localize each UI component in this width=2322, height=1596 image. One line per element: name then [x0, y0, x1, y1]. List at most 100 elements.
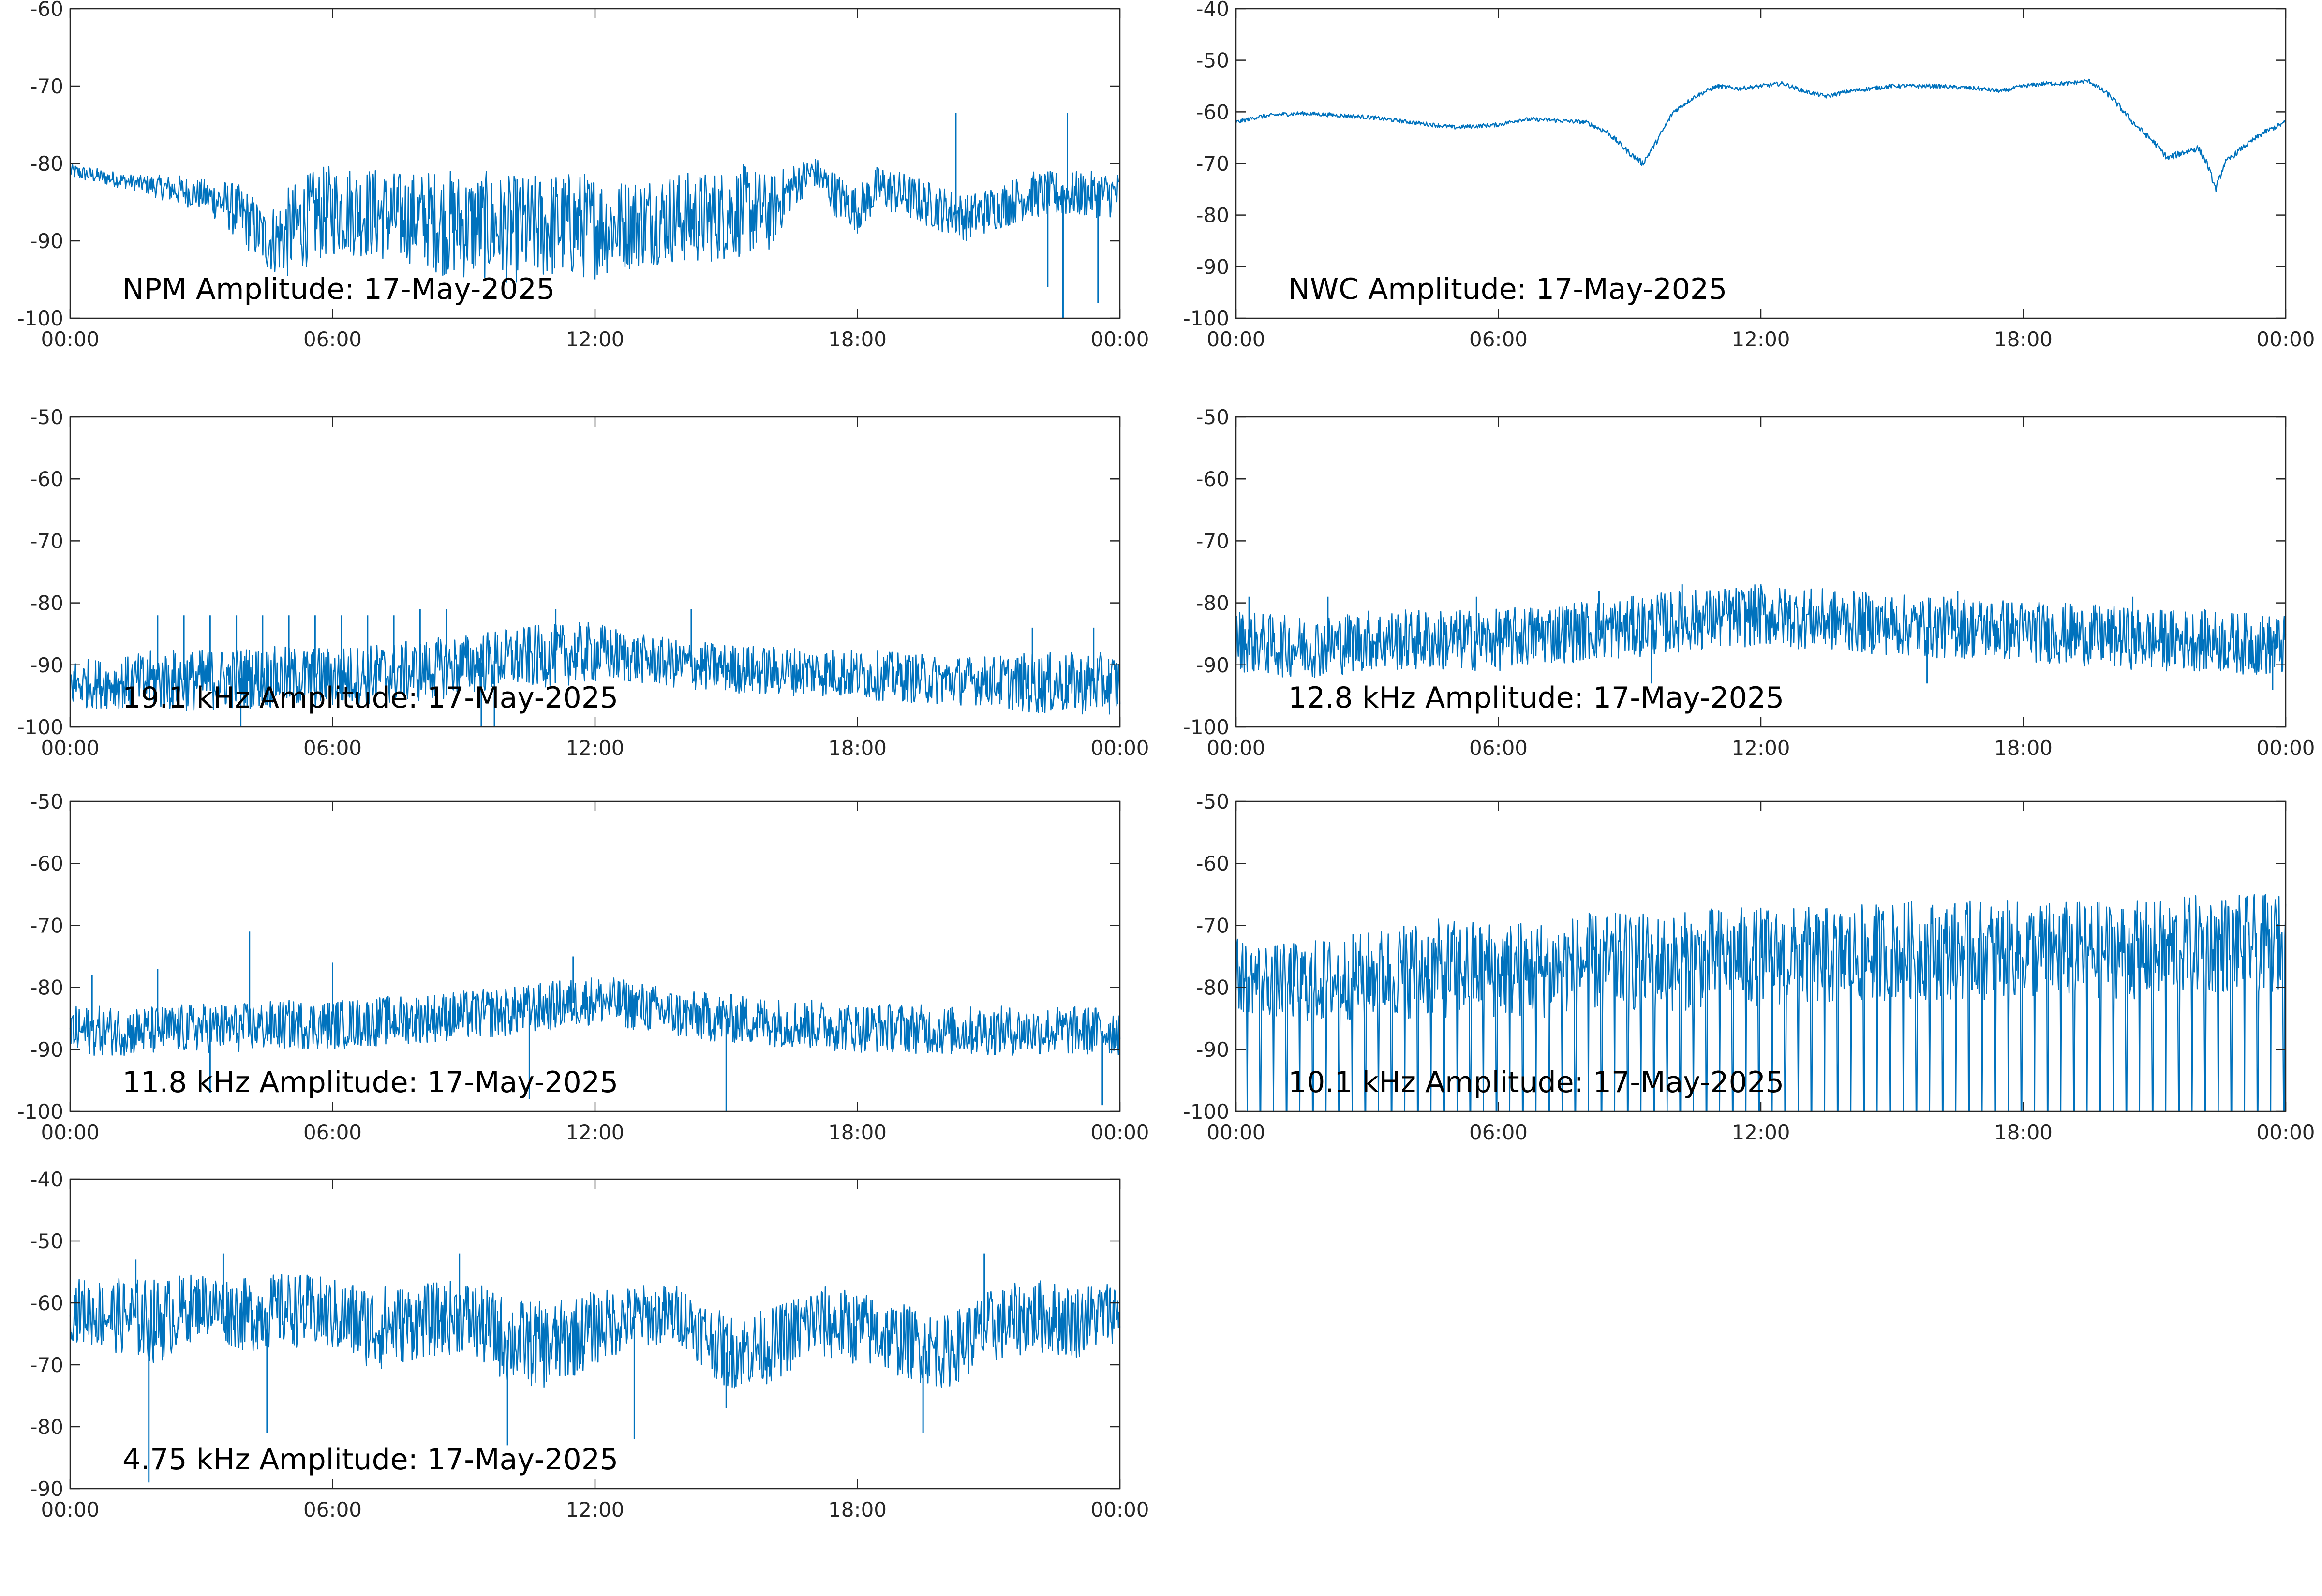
- y-tick-label: -60: [1196, 852, 1229, 875]
- y-tick-label: -90: [30, 229, 63, 253]
- y-tick-label: -60: [1196, 100, 1229, 124]
- y-tick-label: -70: [30, 1353, 63, 1377]
- y-tick-label: -60: [1196, 467, 1229, 491]
- y-tick-label: -80: [30, 976, 63, 1000]
- axes-frame: [1235, 8, 2287, 319]
- panel-title: 19.1 kHz Amplitude: 17-May-2025: [122, 681, 618, 715]
- y-tick-label: -100: [1183, 307, 1229, 330]
- panel-title: NWC Amplitude: 17-May-2025: [1288, 272, 1727, 306]
- y-tick-label: -80: [1196, 976, 1229, 1000]
- y-tick-label: -100: [1183, 1100, 1229, 1123]
- x-tick-label: 00:00: [1090, 1498, 1149, 1522]
- y-tick-label: -100: [17, 307, 63, 330]
- x-tick-label: 06:00: [1469, 327, 1528, 351]
- y-tick-label: -100: [17, 715, 63, 739]
- y-tick-label: -60: [30, 467, 63, 491]
- y-tick-label: -80: [1196, 591, 1229, 615]
- y-tick-label: -60: [30, 0, 63, 21]
- x-tick-label: 00:00: [2256, 327, 2315, 351]
- x-tick-label: 18:00: [828, 327, 887, 351]
- y-tick-label: -70: [30, 914, 63, 937]
- x-tick-label: 18:00: [828, 1121, 887, 1144]
- y-tick-label: -90: [1196, 653, 1229, 677]
- y-tick-label: -90: [30, 1038, 63, 1062]
- x-tick-label: 00:00: [1090, 327, 1149, 351]
- x-tick-label: 18:00: [1994, 1121, 2053, 1144]
- x-tick-label: 06:00: [303, 736, 362, 760]
- series-line: [69, 622, 1121, 715]
- x-tick-label: 00:00: [1090, 736, 1149, 760]
- x-tick-label: 12:00: [566, 736, 624, 760]
- y-tick-label: -90: [30, 653, 63, 677]
- series-line: [69, 977, 1121, 1056]
- y-tick-label: -90: [30, 1477, 63, 1501]
- series-line: [69, 159, 1120, 283]
- y-tick-label: -90: [1196, 1038, 1229, 1062]
- x-tick-label: 00:00: [1090, 1121, 1149, 1144]
- x-tick-label: 00:00: [2256, 1121, 2315, 1144]
- x-tick-label: 12:00: [566, 1498, 624, 1522]
- x-tick-label: 12:00: [1731, 1121, 1790, 1144]
- x-tick-label: 00:00: [1206, 736, 1265, 760]
- x-tick-label: 06:00: [303, 1121, 362, 1144]
- panel-title: 12.8 kHz Amplitude: 17-May-2025: [1288, 681, 1784, 715]
- y-tick-label: -80: [30, 591, 63, 615]
- axes-frame: [69, 800, 1121, 1112]
- x-tick-label: 12:00: [1731, 736, 1790, 760]
- y-tick-label: -40: [30, 1167, 63, 1191]
- y-tick-label: -40: [1196, 0, 1229, 21]
- x-tick-label: 00:00: [1206, 327, 1265, 351]
- x-tick-label: 18:00: [1994, 736, 2053, 760]
- y-tick-label: -50: [1196, 49, 1229, 73]
- y-tick-label: -80: [30, 1415, 63, 1439]
- axes-frame: [1235, 416, 2287, 728]
- y-tick-label: -80: [1196, 204, 1229, 227]
- x-tick-label: 06:00: [1469, 736, 1528, 760]
- series-line: [1235, 78, 2286, 192]
- x-tick-label: 00:00: [1206, 1121, 1265, 1144]
- y-tick-label: -100: [17, 1100, 63, 1123]
- y-tick-label: -70: [30, 529, 63, 553]
- x-tick-label: 18:00: [1994, 327, 2053, 351]
- series-line: [1235, 894, 2287, 1112]
- y-tick-label: -50: [1196, 405, 1229, 429]
- y-tick-label: -50: [30, 790, 63, 813]
- y-tick-label: -70: [1196, 529, 1229, 553]
- panel-title: NPM Amplitude: 17-May-2025: [122, 272, 555, 306]
- x-tick-label: 18:00: [828, 736, 887, 760]
- y-tick-label: -80: [30, 152, 63, 176]
- x-tick-label: 12:00: [566, 327, 624, 351]
- x-tick-label: 06:00: [303, 1498, 362, 1522]
- x-tick-label: 00:00: [41, 736, 99, 760]
- x-tick-label: 06:00: [303, 327, 362, 351]
- y-tick-label: -60: [30, 1291, 63, 1315]
- x-tick-label: 00:00: [2256, 736, 2315, 760]
- x-tick-label: 00:00: [41, 1121, 99, 1144]
- y-tick-label: -100: [1183, 715, 1229, 739]
- x-tick-label: 12:00: [566, 1121, 624, 1144]
- y-tick-label: -50: [30, 405, 63, 429]
- y-tick-label: -70: [1196, 152, 1229, 176]
- panel-title: 11.8 kHz Amplitude: 17-May-2025: [122, 1065, 618, 1099]
- x-tick-label: 18:00: [828, 1498, 887, 1522]
- y-tick-label: -70: [30, 74, 63, 98]
- x-tick-label: 06:00: [1469, 1121, 1528, 1144]
- y-tick-label: -50: [30, 1229, 63, 1253]
- x-tick-label: 00:00: [41, 1498, 99, 1522]
- y-tick-label: -90: [1196, 255, 1229, 279]
- y-tick-label: -60: [30, 852, 63, 875]
- y-tick-label: -70: [1196, 914, 1229, 937]
- x-tick-label: 12:00: [1731, 327, 1790, 351]
- panel-title: 10.1 kHz Amplitude: 17-May-2025: [1288, 1065, 1784, 1099]
- panel-title: 4.75 kHz Amplitude: 17-May-2025: [122, 1443, 618, 1477]
- x-tick-label: 00:00: [41, 327, 99, 351]
- y-tick-label: -50: [1196, 790, 1229, 813]
